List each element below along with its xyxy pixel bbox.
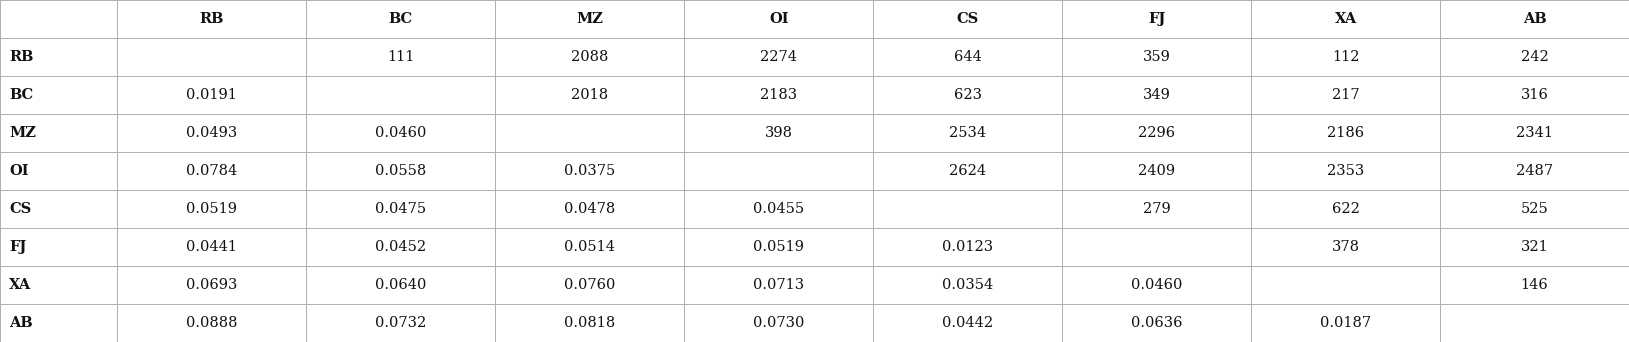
Text: 111: 111 [388, 50, 414, 64]
Text: 0.0191: 0.0191 [186, 88, 238, 102]
Text: 0.0375: 0.0375 [564, 164, 616, 178]
Text: 0.0441: 0.0441 [186, 240, 238, 254]
Text: 349: 349 [1142, 88, 1171, 102]
Text: FJ: FJ [1148, 12, 1165, 26]
Text: 2018: 2018 [572, 88, 608, 102]
Text: 0.0760: 0.0760 [564, 278, 616, 292]
Text: 0.0888: 0.0888 [186, 316, 238, 330]
Text: BC: BC [10, 88, 34, 102]
Text: RB: RB [10, 50, 34, 64]
Text: 2487: 2487 [1517, 164, 1552, 178]
Text: 359: 359 [1142, 50, 1171, 64]
Text: 0.0475: 0.0475 [375, 202, 427, 216]
Text: 2353: 2353 [1328, 164, 1363, 178]
Text: CS: CS [956, 12, 979, 26]
Text: 0.0519: 0.0519 [753, 240, 805, 254]
Text: 622: 622 [1331, 202, 1360, 216]
Text: 0.0460: 0.0460 [375, 126, 427, 140]
Text: 217: 217 [1333, 88, 1359, 102]
Text: 0.0784: 0.0784 [186, 164, 238, 178]
Text: 2183: 2183 [761, 88, 797, 102]
Text: FJ: FJ [10, 240, 26, 254]
Text: 321: 321 [1520, 240, 1549, 254]
Text: 0.0455: 0.0455 [753, 202, 805, 216]
Text: 644: 644 [953, 50, 982, 64]
Text: 0.0693: 0.0693 [186, 278, 238, 292]
Text: 2296: 2296 [1139, 126, 1175, 140]
Text: MZ: MZ [577, 12, 603, 26]
Text: 2534: 2534 [950, 126, 986, 140]
Text: 0.0732: 0.0732 [375, 316, 427, 330]
Text: OI: OI [769, 12, 788, 26]
Text: 2409: 2409 [1139, 164, 1175, 178]
Text: 2341: 2341 [1517, 126, 1552, 140]
Text: 525: 525 [1520, 202, 1549, 216]
Text: 0.0460: 0.0460 [1131, 278, 1183, 292]
Text: 316: 316 [1520, 88, 1549, 102]
Text: BC: BC [389, 12, 412, 26]
Text: 398: 398 [764, 126, 793, 140]
Text: 0.0442: 0.0442 [942, 316, 994, 330]
Text: AB: AB [10, 316, 33, 330]
Text: CS: CS [10, 202, 31, 216]
Text: 0.0493: 0.0493 [186, 126, 238, 140]
Text: 0.0730: 0.0730 [753, 316, 805, 330]
Text: RB: RB [200, 12, 223, 26]
Text: 623: 623 [953, 88, 982, 102]
Text: 0.0558: 0.0558 [375, 164, 427, 178]
Text: 0.0478: 0.0478 [564, 202, 616, 216]
Text: 0.0187: 0.0187 [1319, 316, 1372, 330]
Text: 0.0514: 0.0514 [564, 240, 616, 254]
Text: XA: XA [1334, 12, 1357, 26]
Text: 2624: 2624 [950, 164, 986, 178]
Text: 146: 146 [1520, 278, 1549, 292]
Text: 0.0354: 0.0354 [942, 278, 994, 292]
Text: 0.0123: 0.0123 [942, 240, 994, 254]
Text: OI: OI [10, 164, 29, 178]
Text: 0.0640: 0.0640 [375, 278, 427, 292]
Text: XA: XA [10, 278, 31, 292]
Text: 2186: 2186 [1328, 126, 1363, 140]
Text: AB: AB [1523, 12, 1546, 26]
Text: 0.0818: 0.0818 [564, 316, 616, 330]
Text: 0.0519: 0.0519 [186, 202, 238, 216]
Text: 112: 112 [1333, 50, 1359, 64]
Text: 279: 279 [1142, 202, 1171, 216]
Text: 242: 242 [1520, 50, 1549, 64]
Text: 2274: 2274 [761, 50, 797, 64]
Text: MZ: MZ [10, 126, 36, 140]
Text: 0.0713: 0.0713 [753, 278, 805, 292]
Text: 0.0452: 0.0452 [375, 240, 427, 254]
Text: 378: 378 [1331, 240, 1360, 254]
Text: 0.0636: 0.0636 [1131, 316, 1183, 330]
Text: 2088: 2088 [572, 50, 608, 64]
